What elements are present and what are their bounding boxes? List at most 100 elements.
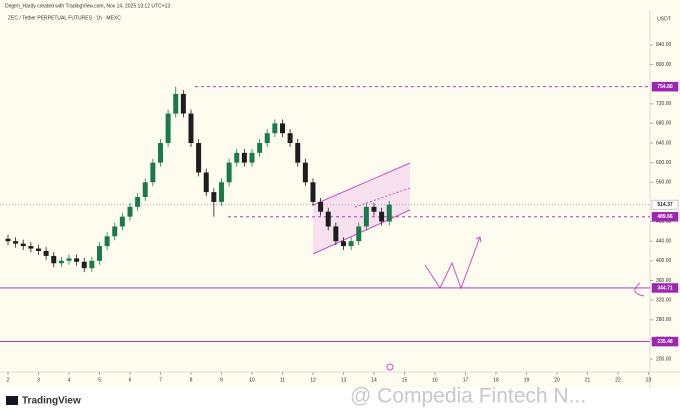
brand-logo [6,396,18,405]
projection-arrow [475,236,482,243]
y-tick-label: 800.00 [656,62,672,68]
candle-body [333,226,339,242]
watermark: @ Compedia Fintech N... [350,385,586,408]
level-box [651,212,679,222]
candle-body [257,143,263,153]
x-tick-label: 7 [159,377,162,383]
candle-body [363,206,369,227]
candle-body [272,123,278,134]
candle-body [211,192,217,202]
x-tick-label: 15 [402,377,408,383]
candle-body [287,133,293,144]
x-tick-label: 4 [68,377,71,383]
candle-body [96,246,102,261]
candle-body [20,243,26,247]
candle-body [302,162,308,183]
x-tick-label: 20 [554,377,560,383]
candle-body [104,236,110,247]
brand: TradingView [22,396,81,407]
level-box [651,81,679,92]
x-tick-label: 11 [280,377,285,383]
candle-body [28,246,34,249]
y-tick-label: 400.00 [656,258,672,264]
symbol: ZEC / Tether PERPETUAL FUTURES · 1h · ME… [8,15,121,21]
candle-body [218,182,224,202]
x-tick-label: 8 [190,377,193,383]
x-tick-label: 6 [129,377,132,383]
candle-body [379,211,385,222]
candle-body [66,258,72,261]
channel-top [312,162,411,206]
candle-body [325,211,331,227]
currency: USDT [657,16,671,22]
candle-body [196,143,202,173]
x-tick-label: 19 [524,377,530,383]
footer-bar [0,388,680,413]
candle-body [135,197,141,207]
channel-mid [354,187,411,208]
x-tick-label: 21 [585,377,591,383]
candle-body [157,143,163,163]
x-tick-label: 2 [7,377,10,383]
x-tick-label: 14 [371,377,377,383]
candle-body [150,162,156,183]
candle-body [318,201,324,212]
curve-arrow [634,282,645,297]
level-label: 514.37 [657,202,673,208]
candle-body [51,255,57,264]
candle-body [35,248,41,252]
x-tick-label: 3 [37,377,40,383]
candle-body [89,260,95,269]
x-tick-label: 9 [220,377,223,383]
candle-body [234,152,240,163]
y-tick-label: 680.00 [656,121,672,127]
candle-body [127,206,133,217]
y-tick-label: 720.00 [656,101,672,107]
level-box [651,336,679,347]
x-tick-label: 13 [341,377,347,383]
candle-body [295,143,301,163]
x-tick-label: 17 [463,377,469,383]
x-tick-label: 23 [646,377,652,383]
y-tick-label: 200.00 [656,356,672,362]
candle-body [356,226,362,242]
y-tick-label: 320.00 [656,297,672,303]
candle-body [165,113,171,144]
candle-body [173,93,179,114]
candle-body [340,241,346,247]
candle-body [241,152,247,163]
candle-body [81,261,87,269]
candle-body [348,241,354,247]
level-box [651,199,679,210]
level-label: 344.71 [657,285,673,291]
candle-body [386,204,392,222]
candle-body [142,182,148,198]
candle-body [74,258,80,262]
level-label: 489.66 [657,214,673,220]
y-tick-label: 600.00 [656,160,672,166]
credit: Degen_Hardy created with TradingView.com… [5,3,170,9]
candle-body [5,238,11,242]
projection [424,236,481,290]
candle-body [226,162,232,183]
candle-body [43,251,49,256]
y-tick-label: 280.00 [656,317,672,323]
y-tick-label: 440.00 [656,239,672,245]
candle-body [112,226,118,237]
y-tick-label: 480.00 [656,219,672,225]
x-tick-label: 22 [615,377,621,383]
x-tick-label: 5 [98,377,101,383]
candle-body [279,123,285,134]
candle-body [180,93,186,114]
y-tick-label: 560.00 [656,180,672,186]
candle-body [310,182,316,202]
candle-body [58,260,64,264]
x-tick-label: 18 [493,377,499,383]
y-tick-label: 840.00 [656,42,672,48]
candle-body [264,133,270,144]
x-tick-label: 16 [432,377,438,383]
candle-body [188,113,194,144]
candle-body [203,172,209,193]
candle-body [371,206,377,212]
